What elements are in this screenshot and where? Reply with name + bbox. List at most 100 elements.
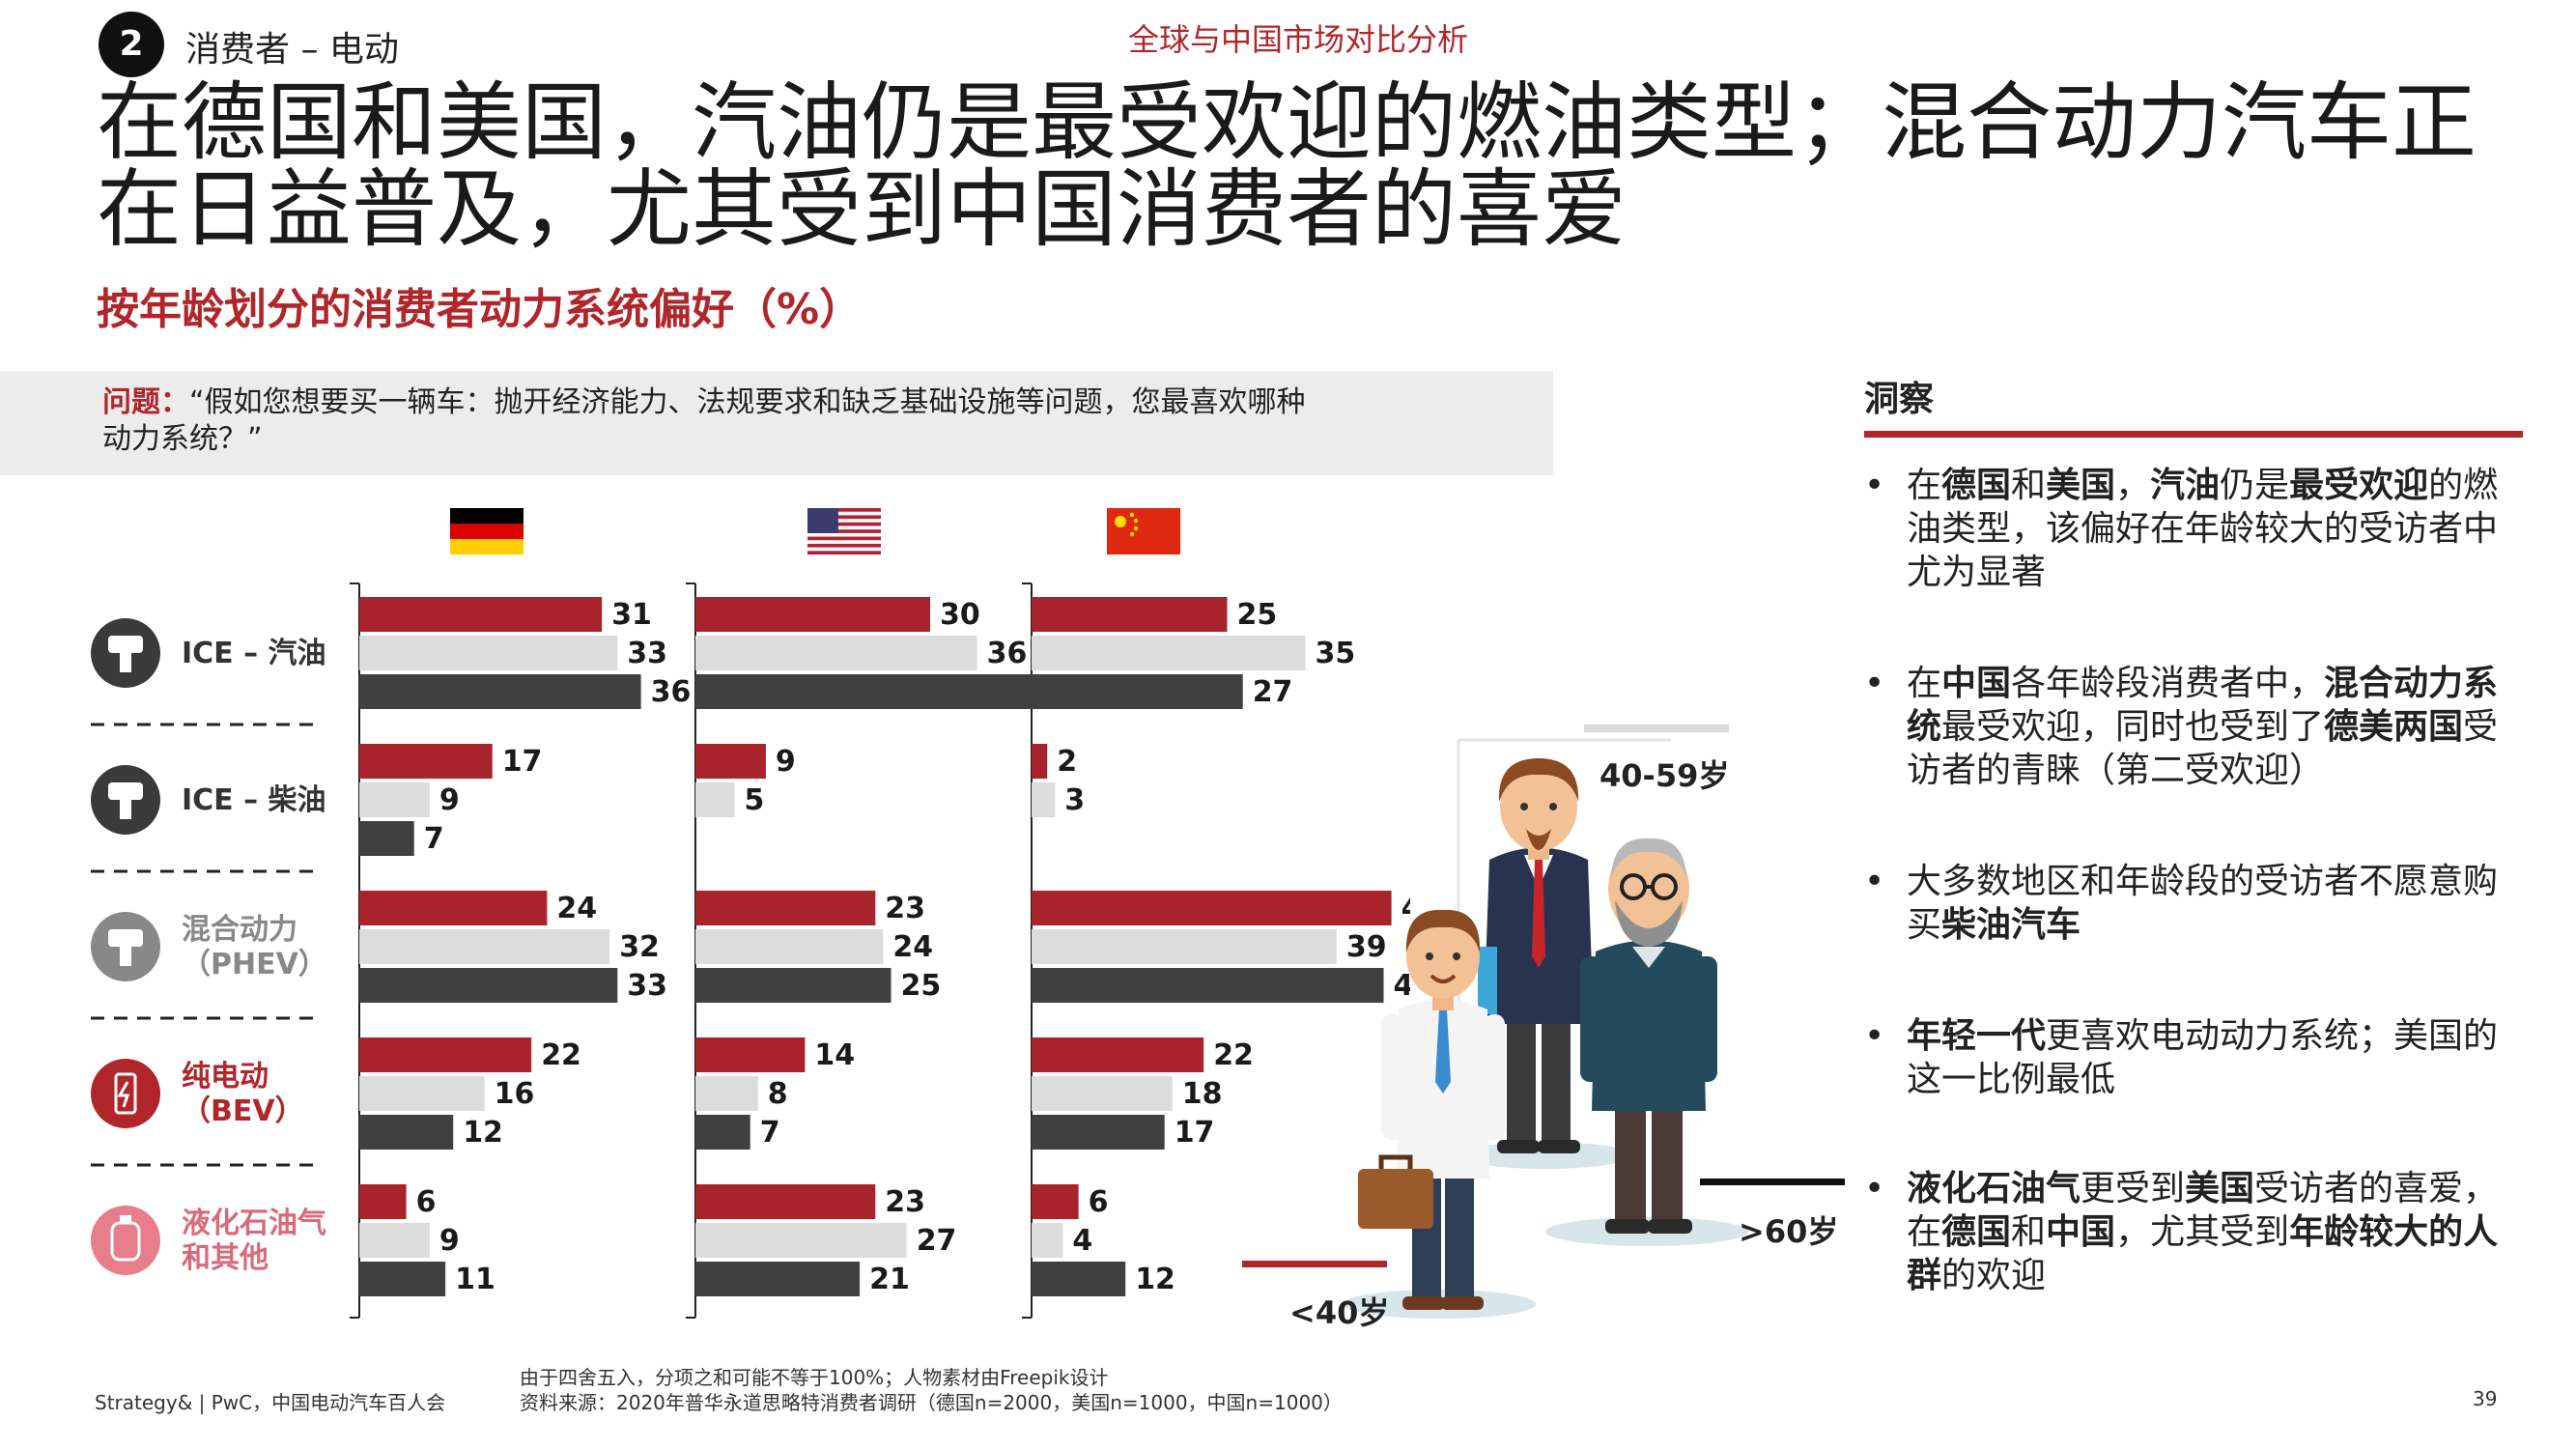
bar-中国-0-2 (1032, 674, 1243, 709)
bar-德国-3-1 (359, 1076, 485, 1111)
insight-item-5: • 液化石油气更受到美国受访者的喜爱，在德国和中国，尤其受到年龄较大的人群的欢迎 (1864, 1167, 2531, 1297)
bar-value-label: 24 (556, 892, 597, 925)
man-young-icon (1358, 909, 1505, 1310)
bar-value-label: 33 (627, 637, 667, 670)
bar-value-label: 14 (814, 1038, 855, 1072)
bar-德国-2-0 (359, 891, 548, 925)
bar-value-label: 39 (1346, 930, 1387, 964)
bar-value-label: 7 (424, 822, 444, 856)
bar-美国-3-1 (695, 1076, 758, 1111)
bar-中国-4-1 (1032, 1223, 1063, 1258)
bar-value-label: 24 (892, 930, 933, 964)
bar-美国-2-1 (695, 929, 884, 964)
bar-美国-0-0 (695, 597, 930, 632)
insight-text-1: 在德国和美国，汽油仍是最受欢迎的燃油类型，该偏好在年龄较大的受访者中尤为显著 (1907, 466, 2499, 592)
bar-德国-3-2 (359, 1115, 454, 1150)
question-line-2: 动力系统？” (102, 422, 263, 456)
age-label-under-40: <40岁 (1289, 1294, 1390, 1331)
bar-德国-4-0 (359, 1184, 407, 1219)
bar-value-label: 36 (651, 675, 692, 709)
insight-text-3: 大多数地区和年龄段的受访者不愿意购买柴油汽车 (1907, 862, 2499, 945)
bar-value-label: 11 (455, 1263, 495, 1296)
bar-value-label: 45 (1394, 969, 1411, 1003)
page-title-line-2: 在日益普及，尤其受到中国消费者的喜爱 (97, 159, 1628, 259)
bar-value-label: 22 (1213, 1038, 1254, 1072)
footer-note: 由于四舍五入，分项之和可能不等于100%；人物素材由Freepik设计 (520, 1366, 1109, 1389)
bar-value-label: 8 (768, 1077, 788, 1111)
bar-value-label: 27 (917, 1224, 957, 1258)
bar-value-label: 12 (463, 1116, 503, 1150)
bar-value-label: 17 (502, 745, 543, 779)
bar-德国-0-2 (359, 674, 641, 709)
bar-中国-3-1 (1032, 1076, 1173, 1111)
category-label: （BEV） (182, 1094, 304, 1128)
bar-value-label: 6 (416, 1185, 437, 1219)
bar-value-label: 33 (627, 969, 667, 1003)
bar-value-label: 6 (1089, 1185, 1109, 1219)
category-label: ICE – 汽油 (182, 637, 326, 670)
bar-中国-0-0 (1032, 597, 1228, 632)
bar-value-label: 36 (987, 637, 1028, 670)
piston-icon (91, 618, 160, 688)
question-line-1: “假如您想要买一辆车：抛开经济能力、法规要求和缺乏基础设施等问题，您最喜欢哪种 (189, 385, 1306, 419)
bar-value-label: 18 (1182, 1077, 1223, 1111)
bar-value-label: 22 (541, 1038, 581, 1072)
age-label-40-59: 40-59岁 (1599, 757, 1730, 794)
bar-value-label: 32 (619, 930, 660, 964)
category-label: 纯电动 (182, 1060, 269, 1094)
bar-中国-3-2 (1032, 1115, 1165, 1150)
bar-中国-2-1 (1032, 929, 1337, 964)
bar-德国-3-0 (359, 1037, 532, 1072)
bar-value-label: 25 (1237, 598, 1278, 632)
section-number-badge: 2 (99, 12, 164, 77)
bar-德国-1-0 (359, 744, 493, 779)
page-title: 在德国和美国，汽油仍是最受欢迎的燃油类型；混合动力汽车正 在日益普及，尤其受到中… (97, 79, 2531, 253)
category-label: ICE – 柴油 (182, 783, 326, 817)
bar-value-label: 31 (611, 598, 652, 632)
category-label: 和其他 (182, 1241, 269, 1275)
page-number: 39 (2473, 1387, 2498, 1410)
bar-美国-4-2 (695, 1262, 861, 1296)
age-label-over-60: >60岁 (1739, 1213, 1839, 1250)
bar-value-label: 23 (885, 892, 925, 925)
footer-data-source: 资料来源：2020年普华永道思略特消费者调研（德国n=2000，美国n=1000… (520, 1391, 1343, 1414)
bar-德国-2-1 (359, 929, 610, 964)
page-title-line-1: 在德国和美国，汽油仍是最受欢迎的燃油类型；混合动力汽车正 (97, 72, 2477, 172)
question-box (0, 371, 1553, 475)
bar-美国-4-1 (695, 1223, 907, 1258)
insight-item-3: • 大多数地区和年龄段的受访者不愿意购买柴油汽车 (1864, 860, 2531, 947)
bar-value-label: 7 (760, 1116, 780, 1150)
bar-美国-3-0 (695, 1037, 806, 1072)
bar-value-label: 17 (1175, 1116, 1215, 1150)
bullet-icon: • (1864, 862, 1885, 901)
bullet-icon: • (1864, 664, 1885, 703)
insight-text-5: 液化石油气更受到美国受访者的喜爱，在德国和中国，尤其受到年龄较大的人群的欢迎 (1907, 1169, 2499, 1295)
bar-value-label: 23 (885, 1185, 925, 1219)
bar-value-label: 9 (776, 745, 796, 779)
insight-item-2: • 在中国各年龄段消费者中，混合动力系统最受欢迎，同时也受到了德美两国受访者的青睐… (1864, 662, 2531, 792)
bullet-icon: • (1864, 1016, 1885, 1056)
people-illustration (1242, 724, 1845, 1319)
bar-value-label: 27 (1253, 675, 1293, 709)
bar-德国-2-2 (359, 968, 618, 1003)
bar-中国-1-0 (1032, 744, 1048, 779)
piston-icon (91, 765, 160, 835)
bar-美国-2-2 (695, 968, 892, 1003)
insights-divider (1864, 431, 2523, 438)
category-label: 混合动力 (182, 913, 297, 947)
question-label: 问题： (102, 385, 189, 419)
bar-value-label: 35 (1316, 637, 1356, 670)
bar-value-label: 21 (869, 1263, 910, 1296)
bar-中国-4-2 (1032, 1262, 1126, 1296)
bar-value-label: 4 (1072, 1224, 1092, 1258)
bar-美国-4-0 (695, 1184, 876, 1219)
bar-美国-2-0 (695, 891, 876, 925)
gas-tank-icon (91, 1206, 160, 1275)
bar-value-label: 2 (1057, 745, 1077, 779)
insights-title: 洞察 (1864, 380, 1935, 419)
bar-value-label: 16 (495, 1077, 535, 1111)
chart-subtitle: 按年龄划分的消费者动力系统偏好（%） (97, 285, 863, 334)
bar-value-label: 25 (901, 969, 942, 1003)
bar-中国-3-0 (1032, 1037, 1204, 1072)
